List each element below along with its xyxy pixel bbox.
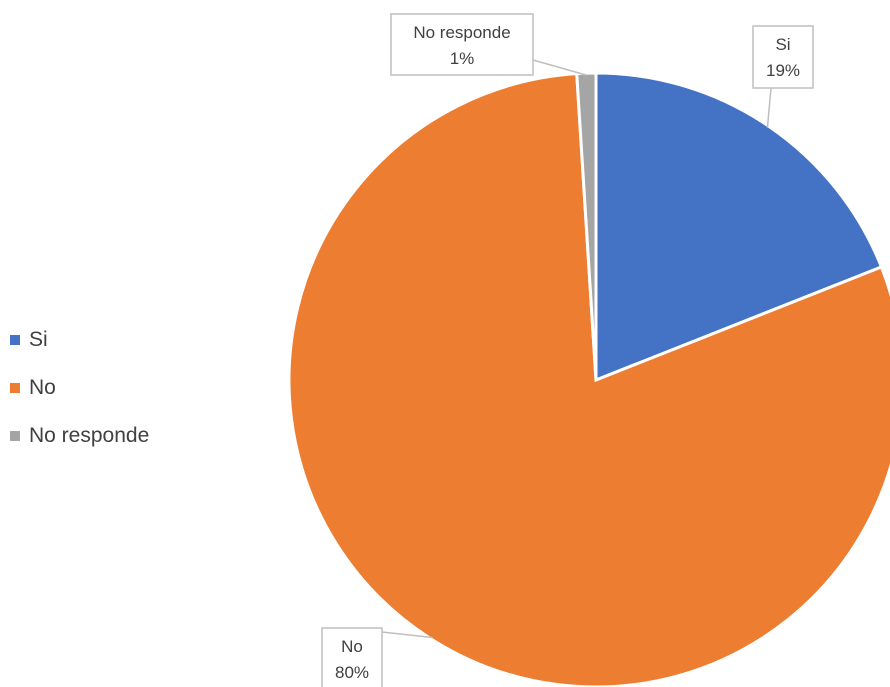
leader-line-si [766, 87, 772, 128]
legend-swatch-no [10, 383, 20, 393]
data-label-category-no: No [341, 637, 363, 656]
data-label-value-no-responde: 1% [450, 49, 475, 68]
legend-item-si: Si [10, 316, 149, 364]
data-label-value-no: 80% [335, 663, 369, 682]
legend-item-no: No [10, 364, 149, 412]
legend-label-no-responde: No responde [29, 424, 150, 447]
pie-slice-si [594, 71, 884, 383]
leader-line-no-responde [532, 59, 587, 76]
data-label-category-si: Si [775, 35, 790, 54]
legend-item-no-responde: No responde [10, 412, 149, 460]
pie-slice-no [287, 72, 890, 687]
data-label-box-si [752, 25, 814, 89]
legend-swatch-no-responde [10, 431, 20, 441]
pie-slice-no-responde [575, 71, 598, 381]
legend-label-no: No [29, 376, 56, 399]
legend: Si No No responde [10, 316, 149, 460]
data-label-category-no-responde: No responde [413, 23, 510, 42]
leader-line-no [381, 631, 433, 639]
legend-swatch-si [10, 335, 20, 345]
data-label-box-no [321, 627, 383, 687]
data-label-value-si: 19% [766, 61, 800, 80]
legend-label-si: Si [29, 328, 48, 351]
data-label-box-no-responde [390, 13, 534, 76]
